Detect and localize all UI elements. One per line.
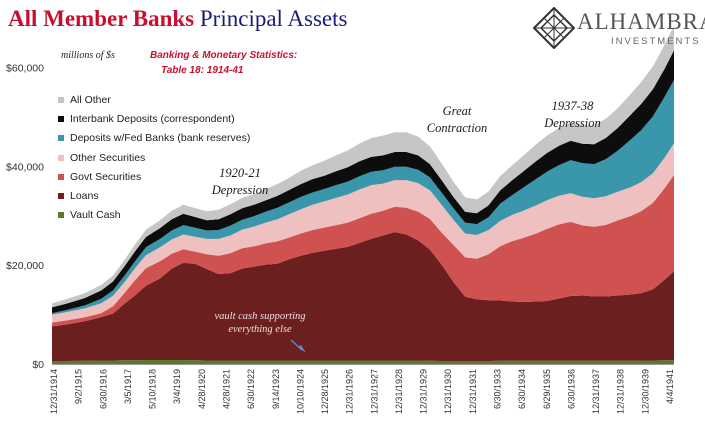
legend-item: Deposits w/Fed Banks (bank reserves) [58,129,250,148]
x-tick-label: 5/10/1918 [148,369,158,409]
legend-swatch [58,212,64,219]
x-tick-label: 3/4/1919 [172,369,182,404]
area-layers [52,25,674,364]
y-tick-label: $20,000 [6,260,44,272]
legend-label: Other Securities [70,151,146,164]
legend-item: Interbank Deposits (correspondent) [58,109,250,128]
legend-swatch [58,154,64,161]
area-series-2 [52,174,674,327]
area-series-0 [52,360,674,364]
y-tick-label: $40,000 [6,161,44,173]
x-tick-label: 12/31/1926 [345,369,355,414]
y-tick-label: $60,000 [6,62,44,74]
chart-title: All Member Banks Principal Assets [8,6,347,32]
x-tick-label: 4/28/1920 [197,369,207,409]
x-tick-label: 12/31/1927 [369,369,379,414]
x-tick-label: 12/31/1930 [443,369,453,414]
x-tick-label: 12/31/1937 [591,369,601,414]
legend-swatch [58,173,64,180]
annotation-great-contraction: Great Contraction [412,103,502,137]
legend-label: Govt Securities [70,170,142,183]
legend-swatch [58,135,64,142]
legend-item: Loans [58,186,250,205]
legend-item: Govt Securities [58,167,250,186]
x-tick-label: 9/2/1915 [74,369,84,404]
source-line-1: Banking & Monetary Statistics: [150,50,298,61]
x-tick-label: 12/30/1939 [640,369,650,414]
annotation-1937-38-line1: 1937-38 [551,99,594,113]
legend-label: Loans [70,190,99,203]
y-axis: $0 $20,000 $40,000 $60,000 [6,62,44,371]
x-tick-label: 10/10/1924 [295,369,305,414]
logo-name: ALHAMBRA [577,9,705,34]
legend-swatch [58,193,64,200]
x-tick-label: 6/30/1936 [566,369,576,409]
annotation-1937-38: 1937-38 Depression [530,98,615,132]
annotation-1920-21-line1: 1920-21 [219,166,261,180]
x-tick-label: 4/28/1921 [222,369,232,409]
legend-label: Interbank Deposits (correspondent) [70,112,235,125]
source-line-2: Table 18: 1914-41 [161,65,244,76]
logo-sub: INVESTMENTS [611,36,701,47]
vault-cash-note-line2: everything else [228,324,292,335]
x-tick-label: 12/31/1928 [394,369,404,414]
legend-item: All Other [58,90,250,109]
x-tick-label: 12/31/1938 [616,369,626,414]
area-series-4 [52,80,674,315]
legend-swatch [58,96,64,103]
y-tick-label: $0 [32,359,44,371]
title-part-2: Principal Assets [199,6,348,31]
legend-label: Vault Cash [70,209,121,222]
x-tick-label: 6/30/1933 [493,369,503,409]
area-series-1 [52,232,674,361]
annotation-1937-38-line2: Depression [544,116,601,130]
legend-swatch [58,115,64,122]
x-tick-label: 9/14/1923 [271,369,281,409]
x-tick-label: 6/30/1922 [246,369,256,409]
alhambra-logo: ALHAMBRA INVESTMENTS [533,5,705,51]
x-tick-label: 4/4/1941 [665,369,675,404]
logo-diamond-icon [533,7,575,49]
note-arrow-head [298,345,306,353]
legend-item: Vault Cash [58,206,250,225]
legend-item: Other Securities [58,148,250,167]
annotation-great-contraction-line2: Contraction [426,121,488,135]
x-axis: 12/31/1914 9/2/1915 6/30/1916 3/5/1917 5/10/… [49,364,675,414]
annotation-1920-21: 1920-21 Depression [200,165,280,199]
vault-cash-note-line1: vault cash supporting [214,311,306,322]
area-series-6 [52,25,674,308]
source-label: Banking & Monetary Statistics: Table 18:… [150,48,297,78]
vault-cash-note: vault cash supporting everything else [200,310,320,336]
x-tick-label: 12/31/1931 [468,369,478,414]
annotation-great-contraction-line1: Great [442,104,472,118]
area-series-3 [52,143,674,323]
title-part-1: All Member Banks [8,6,195,31]
legend-label: All Other [70,93,111,106]
x-tick-label: 12/31/1929 [419,369,429,414]
units-label: millions of $s [61,50,115,61]
legend-label: Deposits w/Fed Banks (bank reserves) [70,132,251,145]
x-tick-label: 12/31/1914 [49,369,59,414]
legend: All Other Interbank Deposits (corresponde… [58,90,250,225]
x-tick-label: 6/30/1934 [517,369,527,409]
x-tick-label: 6/29/1935 [542,369,552,409]
area-series-5 [52,50,674,314]
x-tick-label: 6/30/1916 [98,369,108,409]
annotation-1920-21-line2: Depression [211,183,269,197]
x-tick-label: 12/28/1925 [320,369,330,414]
note-arrow-line [290,339,303,351]
x-tick-label: 3/5/1917 [123,369,133,404]
